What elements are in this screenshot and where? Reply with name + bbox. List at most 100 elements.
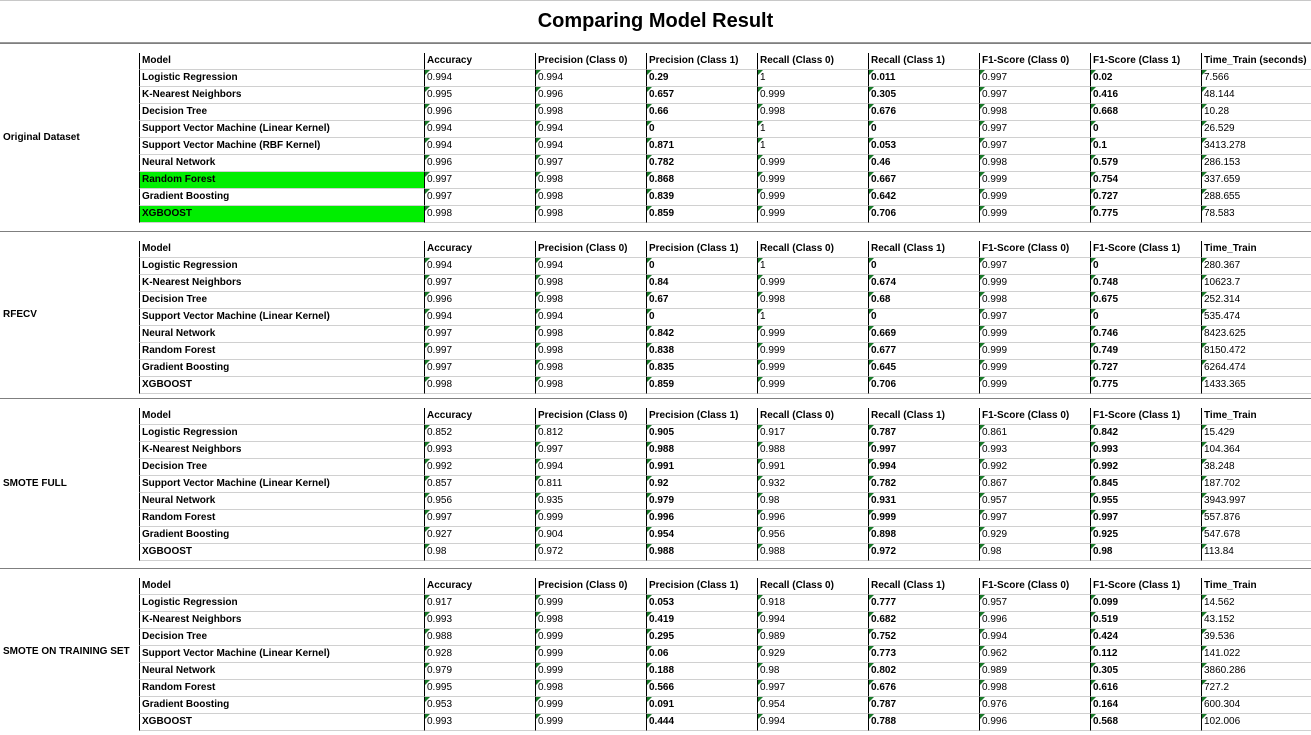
value-cell[interactable]: 600.304: [1201, 697, 1311, 714]
model-name-cell[interactable]: XGBOOST: [139, 714, 424, 731]
value-cell[interactable]: 0.868: [646, 172, 757, 189]
value-cell[interactable]: 0.675: [1090, 292, 1201, 309]
value-cell[interactable]: 0: [646, 121, 757, 138]
value-cell[interactable]: 0.668: [1090, 104, 1201, 121]
value-cell[interactable]: 0.999: [535, 663, 646, 680]
value-cell[interactable]: 7.566: [1201, 70, 1311, 87]
value-cell[interactable]: 0.053: [646, 595, 757, 612]
model-name-cell[interactable]: Random Forest: [139, 510, 424, 527]
model-name-cell[interactable]: Logistic Regression: [139, 425, 424, 442]
value-cell[interactable]: 0.811: [535, 476, 646, 493]
header-cell[interactable]: Accuracy: [424, 578, 535, 595]
value-cell[interactable]: 0.706: [868, 206, 979, 223]
header-cell[interactable]: Precision (Class 0): [535, 53, 646, 70]
value-cell[interactable]: 0.993: [424, 442, 535, 459]
value-cell[interactable]: 0.932: [757, 476, 868, 493]
value-cell[interactable]: 547.678: [1201, 527, 1311, 544]
value-cell[interactable]: 48.144: [1201, 87, 1311, 104]
header-cell[interactable]: F1-Score (Class 0): [979, 53, 1090, 70]
value-cell[interactable]: 0.645: [868, 360, 979, 377]
value-cell[interactable]: 1: [757, 121, 868, 138]
value-cell[interactable]: 0.67: [646, 292, 757, 309]
value-cell[interactable]: 0.999: [979, 189, 1090, 206]
value-cell[interactable]: 0.29: [646, 70, 757, 87]
value-cell[interactable]: 0.305: [868, 87, 979, 104]
model-name-cell[interactable]: XGBOOST: [139, 544, 424, 561]
value-cell[interactable]: 0.953: [424, 697, 535, 714]
model-name-cell[interactable]: K-Nearest Neighbors: [139, 612, 424, 629]
header-cell[interactable]: F1-Score (Class 1): [1090, 53, 1201, 70]
value-cell[interactable]: 0.787: [868, 697, 979, 714]
value-cell[interactable]: 0.994: [979, 629, 1090, 646]
value-cell[interactable]: 0.861: [979, 425, 1090, 442]
value-cell[interactable]: 39.536: [1201, 629, 1311, 646]
value-cell[interactable]: 0.68: [868, 292, 979, 309]
header-cell[interactable]: F1-Score (Class 0): [979, 241, 1090, 258]
value-cell[interactable]: 0.674: [868, 275, 979, 292]
value-cell[interactable]: 1: [757, 258, 868, 275]
model-name-cell[interactable]: K-Nearest Neighbors: [139, 442, 424, 459]
model-name-cell[interactable]: XGBOOST: [139, 206, 424, 223]
value-cell[interactable]: 0: [1090, 121, 1201, 138]
value-cell[interactable]: 0: [868, 309, 979, 326]
value-cell[interactable]: 0.972: [868, 544, 979, 561]
value-cell[interactable]: 0.898: [868, 527, 979, 544]
value-cell[interactable]: 0: [646, 258, 757, 275]
value-cell[interactable]: 0.998: [535, 292, 646, 309]
value-cell[interactable]: 0.956: [757, 527, 868, 544]
value-cell[interactable]: 0.998: [535, 326, 646, 343]
model-name-cell[interactable]: Random Forest: [139, 172, 424, 189]
value-cell[interactable]: 0.989: [979, 663, 1090, 680]
header-cell[interactable]: Recall (Class 1): [868, 408, 979, 425]
value-cell[interactable]: 0.929: [979, 527, 1090, 544]
value-cell[interactable]: 0.748: [1090, 275, 1201, 292]
model-name-cell[interactable]: Support Vector Machine (Linear Kernel): [139, 309, 424, 326]
value-cell[interactable]: 0.999: [979, 206, 1090, 223]
value-cell[interactable]: 0.997: [979, 70, 1090, 87]
value-cell[interactable]: 0.998: [535, 104, 646, 121]
value-cell[interactable]: 0.994: [535, 258, 646, 275]
model-name-cell[interactable]: Neural Network: [139, 663, 424, 680]
header-cell[interactable]: Recall (Class 0): [757, 578, 868, 595]
value-cell[interactable]: 0.519: [1090, 612, 1201, 629]
value-cell[interactable]: 0.998: [535, 680, 646, 697]
model-name-cell[interactable]: Logistic Regression: [139, 258, 424, 275]
value-cell[interactable]: 0.999: [757, 172, 868, 189]
value-cell[interactable]: 0.838: [646, 343, 757, 360]
value-cell[interactable]: 0.999: [979, 343, 1090, 360]
value-cell[interactable]: 0.999: [979, 326, 1090, 343]
value-cell[interactable]: 0.98: [1090, 544, 1201, 561]
value-cell[interactable]: 38.248: [1201, 459, 1311, 476]
header-cell[interactable]: Time_Train (seconds): [1201, 53, 1311, 70]
value-cell[interactable]: 0.999: [757, 343, 868, 360]
value-cell[interactable]: 0.98: [424, 544, 535, 561]
value-cell[interactable]: 0.994: [535, 70, 646, 87]
value-cell[interactable]: 0.988: [757, 442, 868, 459]
header-cell[interactable]: Precision (Class 0): [535, 578, 646, 595]
value-cell[interactable]: 0.775: [1090, 377, 1201, 394]
model-name-cell[interactable]: Logistic Regression: [139, 70, 424, 87]
value-cell[interactable]: 0.997: [979, 138, 1090, 155]
value-cell[interactable]: 0.775: [1090, 206, 1201, 223]
value-cell[interactable]: 0.996: [535, 87, 646, 104]
value-cell[interactable]: 0.996: [424, 155, 535, 172]
model-name-cell[interactable]: K-Nearest Neighbors: [139, 87, 424, 104]
value-cell[interactable]: 0.999: [757, 275, 868, 292]
value-cell[interactable]: 0.988: [757, 544, 868, 561]
value-cell[interactable]: 0.994: [535, 121, 646, 138]
value-cell[interactable]: 0.999: [757, 206, 868, 223]
value-cell[interactable]: 43.152: [1201, 612, 1311, 629]
value-cell[interactable]: 0.188: [646, 663, 757, 680]
model-name-cell[interactable]: Random Forest: [139, 680, 424, 697]
model-name-cell[interactable]: K-Nearest Neighbors: [139, 275, 424, 292]
value-cell[interactable]: 0.954: [646, 527, 757, 544]
value-cell[interactable]: 727.2: [1201, 680, 1311, 697]
value-cell[interactable]: 0.999: [868, 510, 979, 527]
value-cell[interactable]: 0.788: [868, 714, 979, 731]
value-cell[interactable]: 0.994: [868, 459, 979, 476]
value-cell[interactable]: 0.999: [979, 275, 1090, 292]
value-cell[interactable]: 0.927: [424, 527, 535, 544]
value-cell[interactable]: 0.845: [1090, 476, 1201, 493]
value-cell[interactable]: 0.998: [535, 206, 646, 223]
value-cell[interactable]: 0.992: [424, 459, 535, 476]
